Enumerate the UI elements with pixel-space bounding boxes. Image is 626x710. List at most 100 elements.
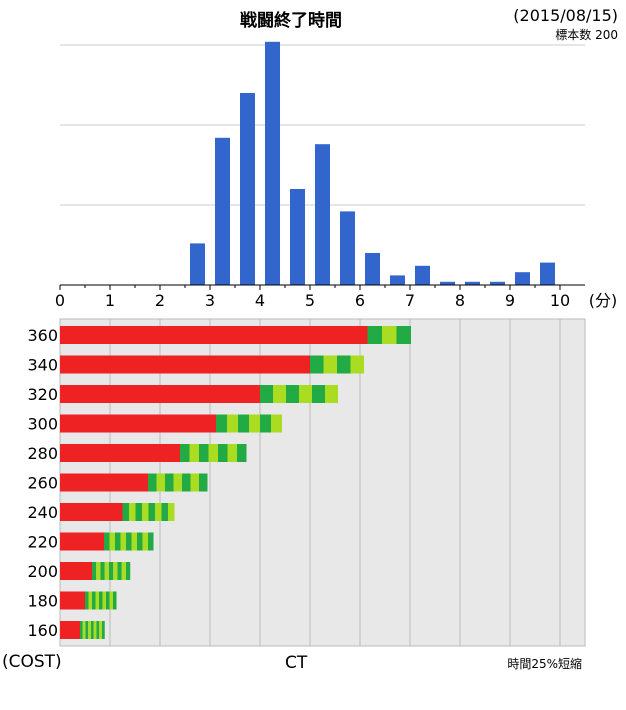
ct-segment (109, 532, 115, 551)
ct-base-bar (60, 591, 85, 610)
ct-segment (173, 473, 182, 492)
ct-segment (109, 591, 113, 610)
ct-segment (227, 444, 237, 462)
histogram-bar (265, 41, 280, 285)
ct-segment (238, 414, 249, 433)
ct-base-bar (60, 621, 80, 639)
histogram-bar (215, 137, 230, 285)
ct-segment (260, 414, 271, 433)
ct-segment (92, 591, 96, 610)
ct-segment (142, 503, 149, 521)
histogram-bar (240, 93, 255, 285)
ct-segment (113, 562, 118, 580)
ct-segment (109, 562, 114, 580)
cost-label: 200 (27, 562, 58, 581)
sample-size-label: 標本数 200 (555, 28, 618, 42)
ct-base-bar (60, 444, 180, 462)
ct-segment (100, 562, 105, 580)
cost-label: 280 (27, 444, 58, 463)
ct-base-bar (60, 385, 260, 403)
ct-segment (271, 414, 282, 433)
ct-segment (129, 503, 136, 521)
ct-segment (208, 444, 218, 462)
ct-segment (148, 532, 154, 551)
cost-axis-label: (COST) (2, 652, 62, 672)
ct-segment (227, 414, 238, 433)
ct-segment (165, 473, 174, 492)
ct-segment (273, 385, 286, 403)
ct-segment (96, 621, 100, 639)
x-tick-label: 10 (550, 291, 570, 310)
ct-segment (85, 591, 89, 610)
x-tick-label: 4 (255, 291, 265, 310)
cost-label: 180 (27, 592, 58, 611)
ct-segment (88, 591, 92, 610)
x-tick-label: 0 (55, 291, 65, 310)
ct-segment (122, 503, 129, 521)
x-unit-label: (分) (589, 291, 618, 310)
x-tick-label: 8 (455, 291, 465, 310)
ct-segment (131, 532, 137, 551)
cost-label: 320 (27, 385, 58, 404)
ct-base-bar (60, 473, 148, 492)
x-tick-label: 3 (205, 291, 215, 310)
ct-base-bar (60, 414, 216, 433)
ct-segment (106, 591, 110, 610)
ct-segment (135, 503, 142, 521)
ct-segment (102, 621, 105, 639)
histogram-bar (390, 275, 405, 285)
ct-segment (237, 444, 247, 462)
ct-segment (99, 621, 102, 639)
chart-title: 戦闘終了時間 (240, 11, 342, 31)
time-reduction-note: 時間25%短縮 (507, 657, 582, 671)
ct-segment (80, 621, 83, 639)
x-tick-label: 1 (105, 291, 115, 310)
ct-segment (113, 591, 117, 610)
ct-segment (190, 473, 199, 492)
ct-base-bar (60, 532, 104, 551)
x-tick-label: 9 (505, 291, 515, 310)
cost-label: 340 (27, 356, 58, 375)
cost-label: 360 (27, 326, 58, 345)
cost-label: 300 (27, 415, 58, 434)
x-tick-label: 5 (305, 291, 315, 310)
ct-base-bar (60, 503, 123, 521)
ct-segment (96, 562, 101, 580)
ct-segment (199, 473, 208, 492)
x-tick-label: 7 (405, 291, 415, 310)
ct-segment (218, 444, 228, 462)
histogram-bar (365, 253, 380, 285)
ct-segment (120, 532, 126, 551)
ct-segment (126, 562, 131, 580)
ct-segment (396, 326, 411, 344)
ct-base-bar (60, 562, 92, 580)
ct-segment (104, 532, 110, 551)
ct-segment (382, 326, 397, 344)
histogram-bar (465, 281, 480, 285)
ct-segment (104, 562, 109, 580)
ct-segment (126, 532, 132, 551)
ct-segment (350, 355, 364, 374)
ct-base-bar (60, 326, 368, 344)
ct-segment (121, 562, 126, 580)
ct-segment (142, 532, 148, 551)
ct-segment (216, 414, 227, 433)
ct-segment (88, 621, 91, 639)
histogram-bar (340, 211, 355, 285)
ct-segment (95, 591, 99, 610)
histogram-bar (290, 189, 305, 285)
cost-label: 160 (27, 621, 58, 640)
ct-segment (260, 385, 273, 403)
ct-segment (92, 562, 97, 580)
ct-base-bar (60, 355, 310, 374)
ct-segment (115, 532, 121, 551)
cost-label: 260 (27, 474, 58, 493)
ct-segment (199, 444, 209, 462)
ct-segment (82, 621, 86, 639)
ct-segment (310, 355, 324, 374)
ct-segment (299, 385, 312, 403)
ct-segment (249, 414, 260, 433)
histogram-bar (440, 281, 455, 285)
